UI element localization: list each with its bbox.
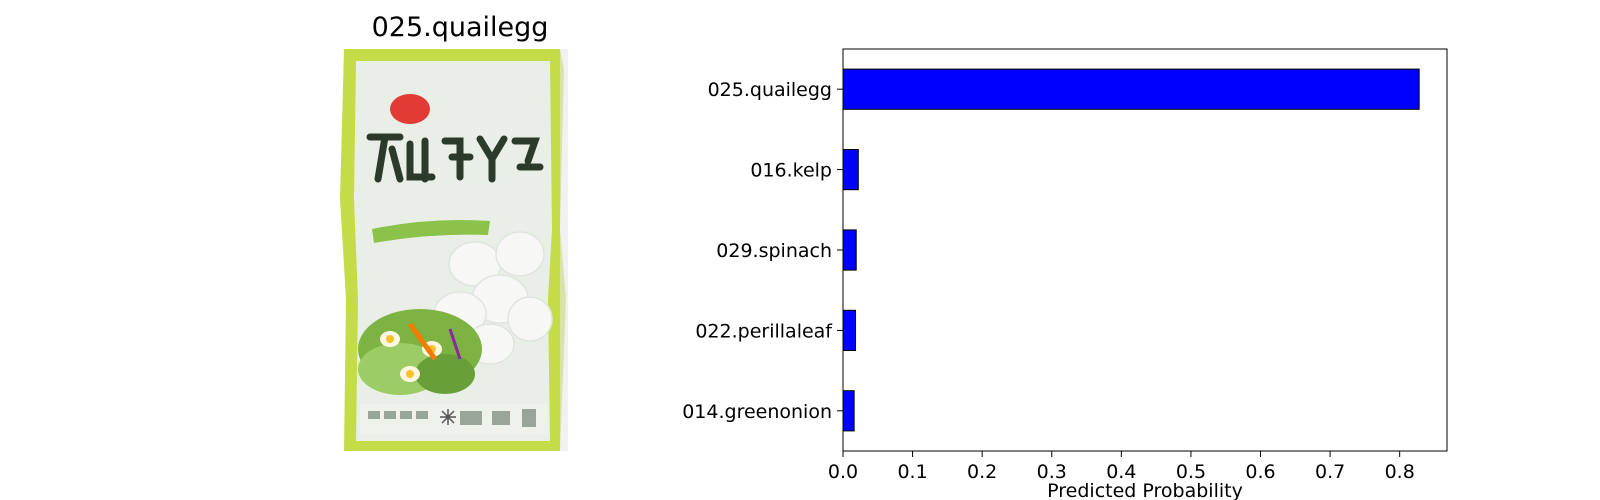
bar-029.spinach: [842, 229, 857, 271]
y-tick-label: 029.spinach: [716, 240, 832, 262]
y-tick-labels: 025.quailegg 016.kelp 029.spinach 022.peril…: [682, 79, 843, 423]
x-ticks: 0.0 0.1 0.2 0.3 0.4 0.5 0.6 0.7 0.8: [828, 451, 1415, 483]
bars-layer: [842, 68, 1420, 432]
quail-egg-package-illustration: [340, 49, 568, 451]
x-tick-label: 0.8: [1385, 461, 1415, 483]
product-photo: [260, 49, 660, 451]
bar-014.greenonion: [842, 390, 855, 432]
y-tick-label: 014.greenonion: [682, 401, 832, 423]
y-tick-label: 025.quailegg: [708, 79, 832, 101]
bar-016.kelp: [842, 149, 859, 191]
x-tick-label: 0.1: [897, 461, 927, 483]
x-tick-label: 0.7: [1315, 461, 1345, 483]
x-tick-label: 0.3: [1037, 461, 1067, 483]
image-title: 025.quailegg: [371, 12, 549, 43]
y-tick-label: 022.perillaleaf: [695, 320, 833, 342]
x-tick-label: 0.5: [1176, 461, 1206, 483]
bar-022.perillaleaf: [842, 309, 857, 351]
x-tick-label: 0.2: [967, 461, 997, 483]
x-tick-label: 0.6: [1245, 461, 1275, 483]
y-tick-label: 016.kelp: [750, 160, 832, 182]
x-tick-label: 0.4: [1106, 461, 1136, 483]
x-axis-label: Predicted Probability: [1047, 480, 1243, 500]
x-tick-label: 0.0: [828, 461, 858, 483]
bar-025.quailegg: [842, 68, 1420, 110]
